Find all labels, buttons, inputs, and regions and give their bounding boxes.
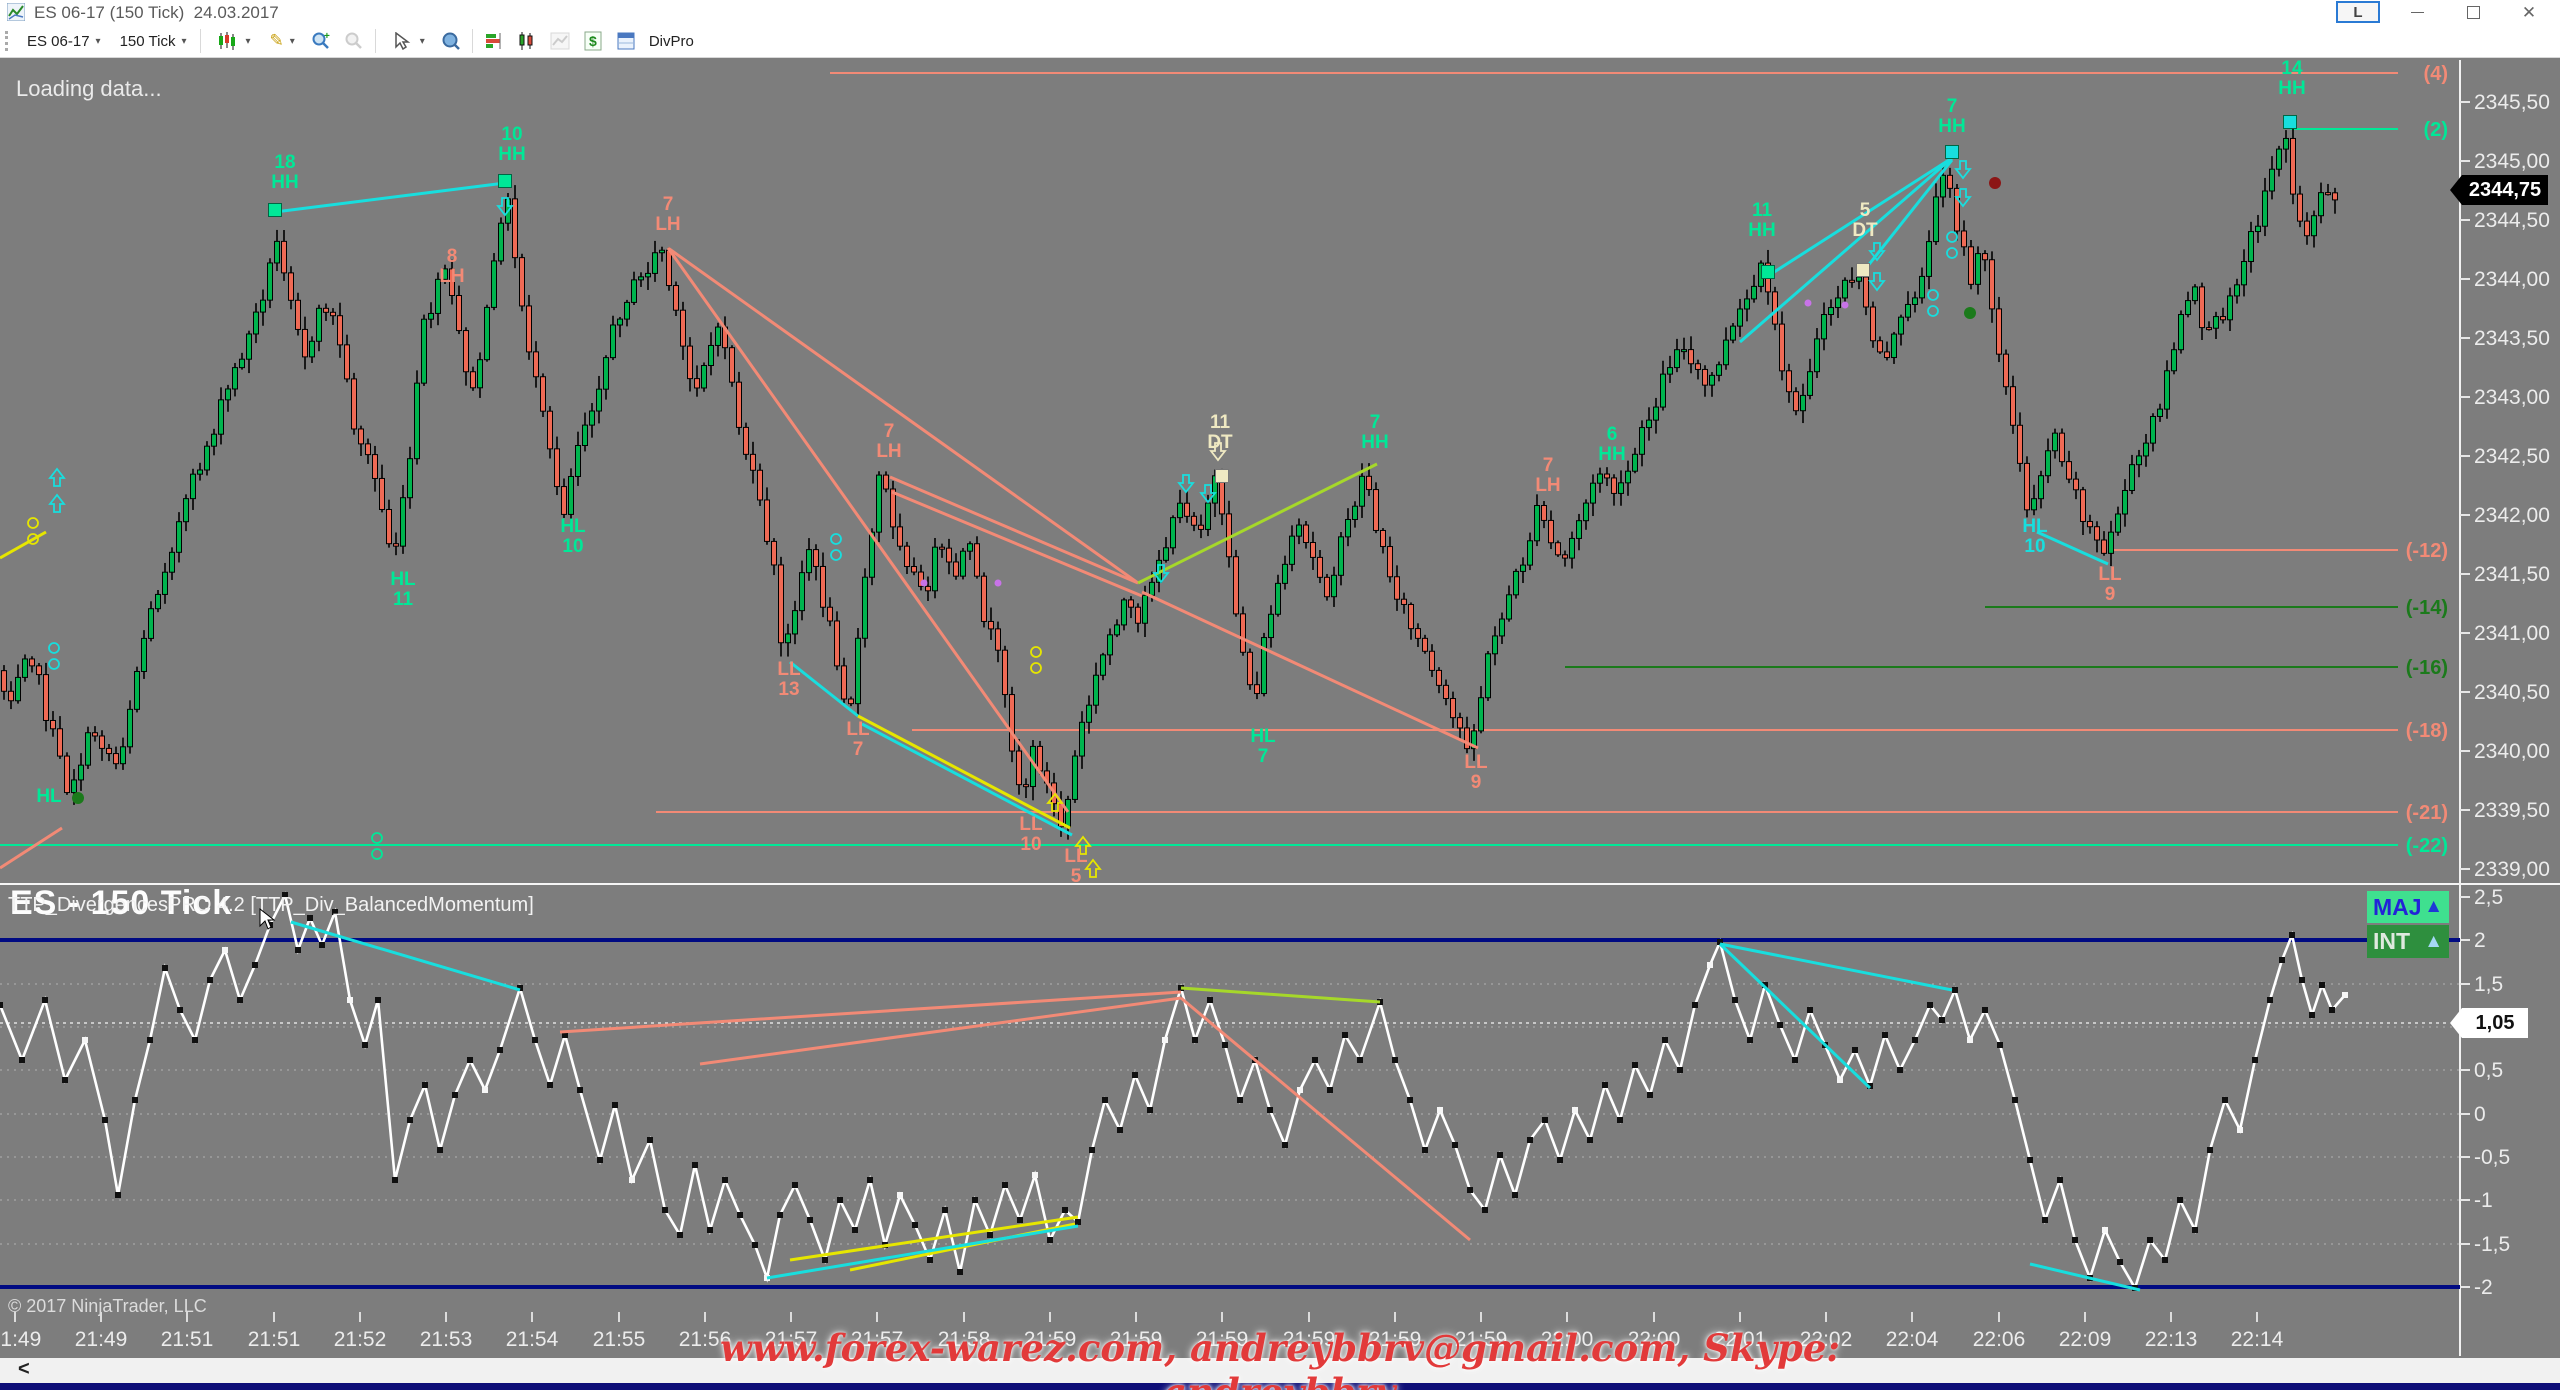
- toolbar-separator: [200, 29, 202, 53]
- svg-text:$: $: [589, 33, 597, 49]
- link-button[interactable]: L: [2336, 1, 2380, 23]
- current-price-tag: 2344,75: [2450, 175, 2548, 205]
- title-bar: ES 06-17 (150 Tick) 24.03.2017 L ✕: [0, 0, 2560, 25]
- pointer-tool-button[interactable]: ▾: [385, 26, 430, 56]
- mouse-cursor: [259, 908, 276, 930]
- chart-style-icon[interactable]: [515, 29, 539, 53]
- close-button[interactable]: ✕: [2521, 2, 2537, 22]
- zoom-out-button[interactable]: [342, 29, 366, 53]
- maj-signal-badge: MAJ ▲: [2367, 891, 2449, 923]
- arrow-up-icon: ▲: [2424, 896, 2443, 917]
- candles-icon: [215, 29, 239, 53]
- dollar-icon[interactable]: $: [581, 29, 605, 53]
- toolbar-separator: [374, 29, 376, 53]
- chevron-down-icon: ▾: [245, 35, 251, 47]
- chart-area[interactable]: ES - 150 Tick: [0, 58, 2560, 1390]
- watermark-text: www.forex-warez.com, andreybbrv@gmail.co…: [719, 1326, 1841, 1390]
- chevron-down-icon: ▾: [95, 35, 101, 47]
- maj-label: MAJ: [2373, 893, 2422, 920]
- indicator-panel-icon[interactable]: [614, 29, 638, 53]
- line-chart-icon[interactable]: [548, 29, 572, 53]
- zoom-window-button[interactable]: [439, 29, 463, 53]
- scroll-left-button[interactable]: <: [18, 1358, 30, 1380]
- restore-button[interactable]: [2452, 0, 2494, 25]
- chart-app-icon: [7, 3, 25, 21]
- minimize-button[interactable]: [2396, 0, 2438, 25]
- chevron-down-icon: ▾: [181, 35, 187, 47]
- instrument-dropdown[interactable]: ES 06-17 ▾: [22, 30, 106, 53]
- copyright-label: © 2017 NinjaTrader, LLC: [8, 1296, 207, 1316]
- pencil-icon: ✎: [269, 31, 284, 50]
- int-signal-badge: INT ▲: [2367, 925, 2449, 958]
- arrow-up-icon: ▲: [2424, 930, 2443, 952]
- indicator-value-tag: 1,05: [2450, 1008, 2528, 1038]
- interval-dropdown[interactable]: 150 Tick ▾: [115, 30, 192, 53]
- drawing-tools-button[interactable]: ✎ ▾: [265, 28, 300, 54]
- window-title: ES 06-17 (150 Tick) 24.03.2017: [34, 3, 279, 22]
- toolbar-grip[interactable]: [5, 31, 13, 51]
- chevron-down-icon: ▾: [419, 35, 425, 47]
- divpro-label[interactable]: DivPro: [648, 32, 694, 50]
- window-bottom-border: [0, 1383, 2560, 1390]
- zoom-in-button[interactable]: +: [309, 29, 333, 53]
- svg-text:+: +: [324, 31, 330, 42]
- loading-status: Loading data...: [16, 76, 162, 101]
- int-label: INT: [2373, 928, 2411, 954]
- chart-toolbar: ES 06-17 ▾ 150 Tick ▾ ▾ ✎ ▾ +: [0, 25, 2560, 58]
- cursor-icon: [390, 29, 414, 53]
- horizontal-scroll-strip[interactable]: <: [0, 1358, 2560, 1383]
- bar-type-button[interactable]: ▾: [210, 26, 255, 56]
- interval-label: 150 Tick: [119, 32, 176, 50]
- instrument-label: ES 06-17: [27, 32, 90, 50]
- market-analyzer-icon[interactable]: [482, 29, 506, 53]
- chevron-down-icon: ▾: [289, 35, 295, 47]
- toolbar-separator: [471, 29, 473, 53]
